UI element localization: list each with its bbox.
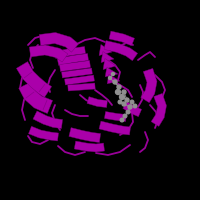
Circle shape: [120, 95, 124, 99]
Polygon shape: [109, 31, 134, 46]
Circle shape: [128, 105, 132, 109]
Circle shape: [133, 104, 137, 108]
Polygon shape: [99, 44, 112, 56]
Polygon shape: [87, 97, 107, 107]
Circle shape: [112, 72, 114, 75]
Circle shape: [130, 100, 134, 104]
Polygon shape: [54, 47, 85, 58]
Polygon shape: [99, 121, 130, 135]
Polygon shape: [19, 82, 53, 113]
Polygon shape: [107, 74, 120, 84]
Circle shape: [126, 110, 130, 114]
Polygon shape: [101, 51, 114, 63]
Polygon shape: [74, 141, 104, 152]
Circle shape: [108, 76, 112, 79]
Polygon shape: [29, 126, 58, 141]
Circle shape: [120, 118, 124, 122]
Polygon shape: [33, 111, 63, 128]
Polygon shape: [29, 45, 68, 62]
Polygon shape: [57, 54, 88, 65]
Polygon shape: [105, 67, 118, 77]
Circle shape: [123, 114, 127, 118]
Polygon shape: [141, 68, 157, 103]
Polygon shape: [103, 58, 116, 70]
Polygon shape: [104, 41, 138, 61]
Circle shape: [113, 80, 117, 84]
Polygon shape: [151, 93, 166, 126]
Circle shape: [118, 100, 122, 104]
Circle shape: [122, 102, 126, 106]
Polygon shape: [123, 102, 142, 117]
Polygon shape: [104, 112, 126, 121]
Polygon shape: [62, 68, 92, 78]
Circle shape: [116, 90, 120, 95]
Polygon shape: [60, 61, 90, 71]
Polygon shape: [39, 33, 79, 52]
Circle shape: [122, 90, 126, 94]
Circle shape: [125, 98, 129, 102]
Polygon shape: [68, 83, 95, 91]
Polygon shape: [69, 128, 101, 142]
Polygon shape: [16, 62, 52, 97]
Circle shape: [117, 85, 121, 89]
Polygon shape: [65, 75, 94, 85]
